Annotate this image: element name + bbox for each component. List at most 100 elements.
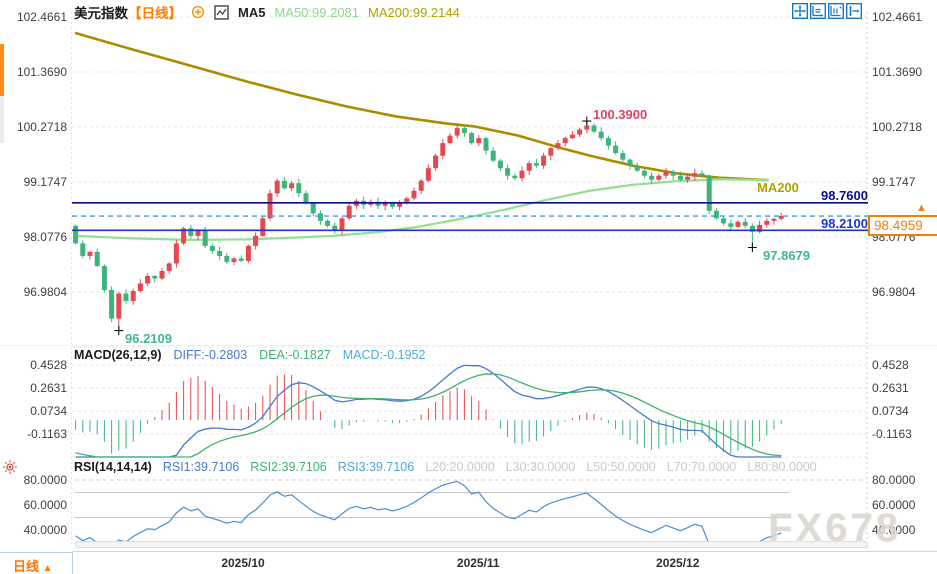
chart-type-icon[interactable] bbox=[214, 4, 229, 20]
candle-up bbox=[519, 170, 525, 179]
macd-axis-tick-left: -0.1163 bbox=[27, 427, 67, 442]
candle-up bbox=[181, 228, 187, 244]
ma200-line-tag: MA200 bbox=[757, 180, 799, 195]
candle-up bbox=[771, 218, 777, 221]
rsi-l50-label: L50:50.0000 bbox=[586, 460, 656, 474]
current-price-box: 98.4959 bbox=[868, 215, 937, 236]
candle-down bbox=[296, 183, 302, 194]
candle-down bbox=[598, 131, 604, 139]
candle-up bbox=[548, 148, 554, 156]
candle-up bbox=[562, 138, 568, 144]
rsi1-readout: RSI1:39.7106 bbox=[162, 460, 240, 474]
candle-up bbox=[447, 135, 453, 144]
candle-up bbox=[116, 293, 122, 319]
candle-down bbox=[713, 210, 719, 219]
candle-down bbox=[605, 138, 611, 146]
crosshair-move-icon[interactable] bbox=[792, 3, 808, 19]
candle-down bbox=[699, 173, 705, 176]
date-axis-label: 2025/10 bbox=[221, 556, 265, 570]
macd-diff-readout: DIFF:-0.2803 bbox=[173, 348, 248, 362]
extreme-cross-marker bbox=[582, 116, 592, 126]
candle-up bbox=[555, 143, 561, 149]
candle-down bbox=[389, 203, 395, 207]
chart-header: 美元指数 【日线】 MA5 MA50:99.2081 MA200:99.2144 bbox=[74, 2, 460, 22]
price-axis-tick-left: 99.1747 bbox=[23, 174, 67, 189]
candle-up bbox=[195, 230, 201, 236]
candle-down bbox=[80, 243, 86, 256]
candle-up bbox=[764, 220, 770, 225]
candle-up bbox=[663, 171, 669, 176]
rsi-axis-tick-left: 80.0000 bbox=[23, 473, 67, 487]
zoom-horizontal-icon[interactable] bbox=[810, 3, 826, 19]
ma50-line bbox=[74, 178, 769, 241]
candle-up bbox=[231, 258, 237, 262]
candle-up bbox=[267, 193, 273, 219]
rsi-line bbox=[75, 480, 782, 548]
candle-up bbox=[339, 218, 345, 231]
candle-down bbox=[728, 223, 734, 227]
support-price-label: 98.2100 bbox=[821, 216, 868, 231]
price-axis-tick-right: 99.1747 bbox=[872, 174, 916, 189]
candle-up bbox=[757, 224, 763, 232]
candle-down bbox=[375, 201, 381, 206]
rsi-title[interactable]: RSI(14,14,14) bbox=[74, 460, 152, 474]
price-axis-tick-right: 102.4661 bbox=[872, 10, 923, 24]
zoom-vertical-icon[interactable] bbox=[828, 3, 844, 19]
macd-axis-tick-right: 0.2631 bbox=[872, 381, 909, 396]
candle-down bbox=[303, 193, 309, 204]
price-axis-tick-left: 102.4661 bbox=[16, 10, 67, 24]
candle-up bbox=[245, 245, 251, 261]
rsi-header: RSI(14,14,14) RSI1:39.7106 RSI2:39.7106 … bbox=[74, 460, 817, 474]
price-axis-tick-left: 98.0776 bbox=[23, 229, 67, 244]
macd-dea-line bbox=[75, 373, 782, 458]
candle-up bbox=[137, 283, 143, 292]
price-up-arrow-icon: ▲ bbox=[916, 202, 927, 214]
candle-up bbox=[584, 125, 590, 130]
candle-down bbox=[641, 170, 647, 176]
candle-up bbox=[260, 218, 266, 236]
candle-up bbox=[159, 270, 165, 279]
rsi2-readout: RSI2:39.7106 bbox=[250, 460, 327, 474]
candle-down bbox=[512, 175, 518, 179]
pan-right-icon[interactable] bbox=[846, 3, 862, 19]
rsi-axis-tick-right: 80.0000 bbox=[872, 473, 916, 487]
candle-down bbox=[202, 230, 208, 246]
candle-down bbox=[73, 225, 79, 244]
candle-up bbox=[433, 155, 439, 169]
ma200-readout: MA200:99.2144 bbox=[368, 4, 460, 20]
candle-up bbox=[541, 155, 547, 166]
candle-up bbox=[577, 129, 583, 135]
candle-up bbox=[404, 198, 410, 204]
period-selector-label[interactable]: 日线 bbox=[13, 559, 40, 574]
horizontal-scrollbar[interactable] bbox=[75, 541, 868, 548]
candle-up bbox=[397, 203, 403, 207]
rsi-axis-tick-right: 40.0000 bbox=[872, 523, 916, 537]
candle-down bbox=[152, 275, 158, 279]
candle-up bbox=[382, 203, 388, 206]
macd-diff-line bbox=[75, 364, 782, 458]
period-tag[interactable]: 【日线】 bbox=[128, 6, 182, 21]
extreme-cross-marker bbox=[747, 243, 757, 253]
candle-up bbox=[692, 173, 698, 177]
resistance-price-label: 98.7600 bbox=[821, 188, 868, 203]
candle-down bbox=[649, 175, 655, 180]
candle-down bbox=[325, 220, 331, 226]
candle-down bbox=[670, 171, 676, 176]
add-indicator-icon[interactable] bbox=[191, 5, 205, 19]
date-axis-label: 2025/12 bbox=[656, 556, 700, 570]
macd-header: MACD(26,12,9) DIFF:-0.2803 DEA:-0.1827 M… bbox=[74, 348, 425, 362]
ma5-readout[interactable]: MA5 bbox=[238, 4, 266, 20]
extreme-cross-marker bbox=[114, 326, 124, 336]
candle-up bbox=[173, 243, 179, 264]
annotation-low-left: 96.2109 bbox=[125, 331, 172, 346]
vertical-scrollbar-track[interactable] bbox=[0, 96, 4, 143]
vertical-scrollbar-thumb[interactable] bbox=[0, 44, 4, 96]
candle-down bbox=[497, 160, 503, 169]
candle-down bbox=[634, 165, 640, 171]
candle-up bbox=[274, 180, 280, 194]
alert-sun-icon[interactable] bbox=[2, 459, 18, 480]
rsi-axis-tick-left: 40.0000 bbox=[23, 523, 67, 537]
macd-title[interactable]: MACD(26,12,9) bbox=[74, 348, 162, 362]
period-selector[interactable]: 日线 ▲ bbox=[0, 552, 73, 574]
candle-down bbox=[613, 145, 619, 154]
